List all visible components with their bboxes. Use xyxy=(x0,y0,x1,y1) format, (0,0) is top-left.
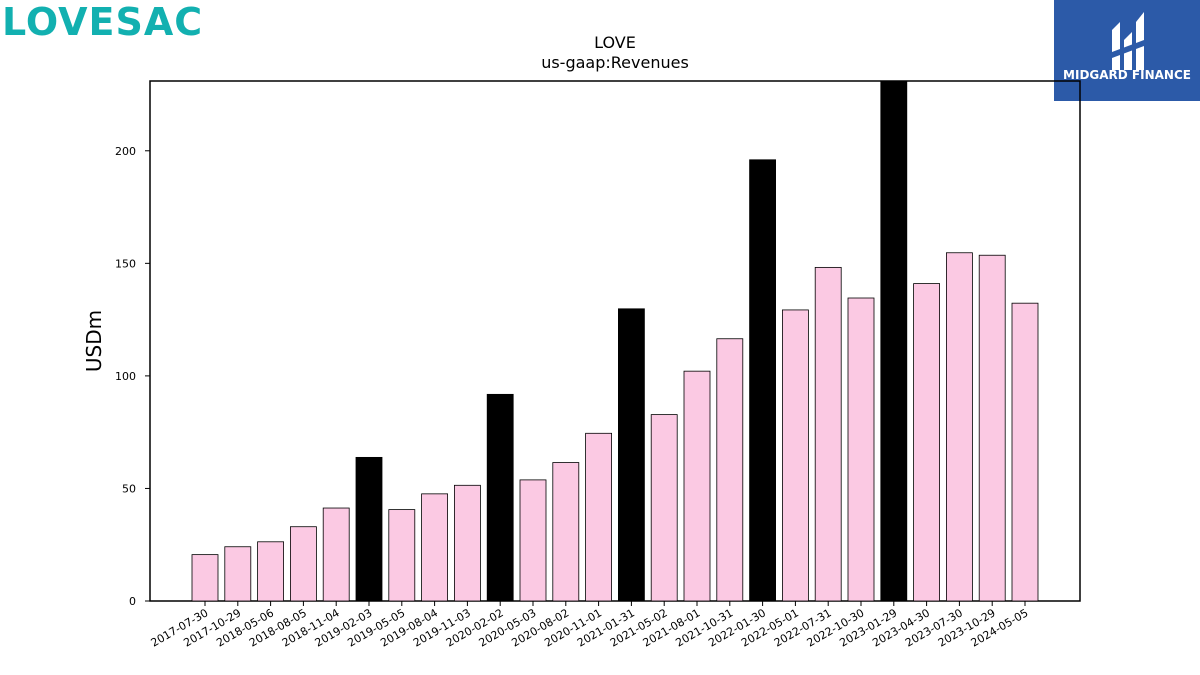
midgard-finance-logo: MIDGARD FINANCE xyxy=(1054,0,1200,101)
bar-2018-08-05 xyxy=(289,526,317,602)
bar-2023-01-29 xyxy=(880,80,908,602)
bar-2021-05-02 xyxy=(650,414,678,602)
y-axis: 0 50 100 150 200 xyxy=(115,145,150,608)
midgard-emblem-icon xyxy=(1112,12,1144,70)
bar-2019-11-03 xyxy=(453,484,481,602)
bar-2020-08-02 xyxy=(552,462,580,602)
bar-2020-02-02 xyxy=(486,393,514,602)
bar-2023-10-29 xyxy=(978,254,1006,602)
bar-2024-05-05 xyxy=(1011,302,1039,602)
bar-2017-07-30 xyxy=(191,554,219,602)
chart-subtitle: us-gaap:Revenues xyxy=(541,53,689,72)
y-tick-label: 200 xyxy=(115,145,136,158)
partner-name: MIDGARD FINANCE xyxy=(1063,68,1191,82)
bar-2023-04-30 xyxy=(913,283,940,602)
y-tick-label: 0 xyxy=(129,595,136,608)
bar-2018-11-04 xyxy=(322,507,350,602)
y-tick-label: 50 xyxy=(122,482,136,495)
bar-2020-05-03 xyxy=(519,479,547,602)
bar-2023-07-30 xyxy=(946,252,973,602)
bar-2020-11-01 xyxy=(585,432,612,602)
plot-frame xyxy=(149,80,1081,602)
bars-group xyxy=(191,80,1039,602)
bar-2022-01-30 xyxy=(749,159,776,602)
bar-2022-07-31 xyxy=(814,266,842,602)
bar-2017-10-29 xyxy=(224,546,252,602)
bar-2021-08-01 xyxy=(683,370,711,602)
bar-2022-05-01 xyxy=(782,309,809,602)
x-axis: 2017-07-302017-10-292018-05-062018-08-05… xyxy=(149,601,1031,650)
bar-2019-02-03 xyxy=(355,456,383,602)
y-axis-label: USDm xyxy=(82,310,106,372)
chart-title: LOVE xyxy=(594,33,636,52)
bar-2021-10-31 xyxy=(716,338,744,602)
y-tick-label: 100 xyxy=(115,370,136,383)
lovesac-logo: LOVESAC xyxy=(2,0,204,44)
bar-2018-05-06 xyxy=(257,541,285,602)
bar-2019-08-04 xyxy=(421,493,449,602)
y-tick-label: 150 xyxy=(115,257,136,270)
bar-2021-01-31 xyxy=(618,308,645,602)
bar-2022-10-30 xyxy=(847,297,875,602)
bar-2019-05-05 xyxy=(388,509,416,602)
